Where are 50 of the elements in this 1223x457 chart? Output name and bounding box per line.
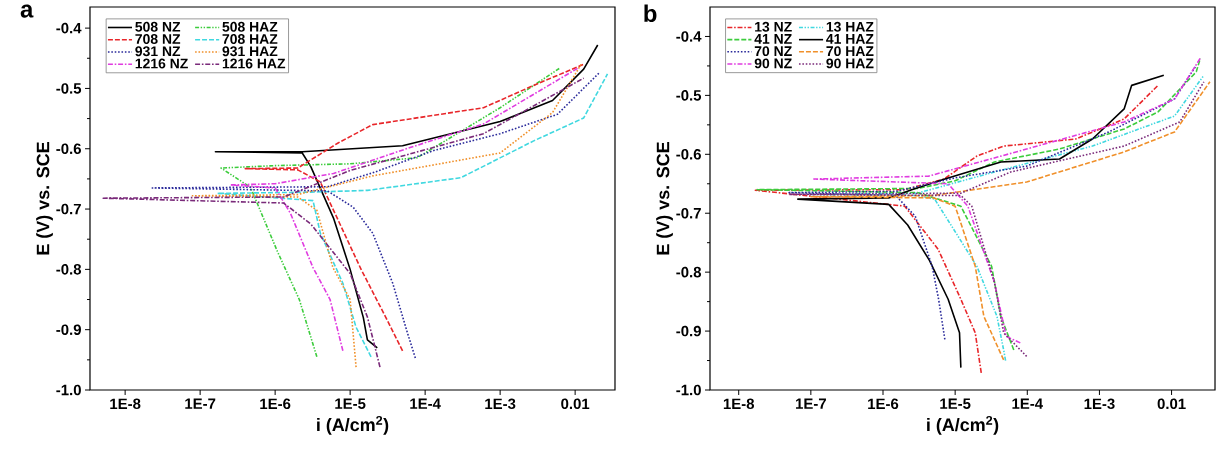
x-tick-label: 1E-3 [1084,398,1115,410]
x-tick-label: 1E-8 [723,398,755,410]
legend-label: 931 NZ [135,46,181,57]
y-axis-title: E (V) vs. SCE [656,142,673,255]
legend-label: 41 NZ [754,34,792,44]
x-tick-label: 1E-5 [335,398,366,409]
y-tick-label: -0.5 [56,83,82,94]
legend-label: 1216 HAZ [222,58,286,69]
y-tick-label: -0.8 [56,264,82,275]
x-tick-label: 1E-5 [940,398,971,409]
legend-label: 708 NZ [135,34,181,44]
chart-title: b [644,4,657,23]
legend-label: 13 HAZ [826,21,874,32]
y-tick-label: -0.9 [676,325,701,337]
legend-label: 508 HAZ [222,21,278,32]
legend-label: 70 HAZ [826,46,874,57]
legend-label: 508 NZ [135,21,181,32]
y-tick-label: -1.0 [56,384,81,396]
y-tick-label: -0.7 [56,203,81,215]
legend-label: 13 NZ [755,21,792,32]
x-tick-label: 1E-4 [1012,398,1043,409]
y-tick-label: -0.7 [676,207,701,219]
legend-label: 90 NZ [754,58,792,69]
x-axis-title: i (A/cm$^{2}$) [927,415,999,435]
legend-label: 90 HAZ [826,58,874,69]
x-tick-label: 1E-6 [868,398,899,410]
legend-label: 41 HAZ [826,34,874,44]
y-tick-label: -0.6 [676,149,701,160]
chart-title: a [20,4,34,18]
y-axis-title: E (V) vs. SCE [36,142,53,255]
x-tick-label: 1E-3 [485,398,516,410]
y-tick-label: -0.4 [56,22,82,34]
y-tick-label: -0.9 [56,324,81,335]
x-tick-label: 0.01 [561,398,590,410]
y-tick-label: -1.0 [676,384,701,396]
y-tick-label: -0.4 [676,31,702,42]
x-tick-label: 0.01 [1157,398,1186,410]
y-tick-label: -0.8 [676,266,702,278]
y-tick-label: -0.6 [56,143,81,155]
x-tick-label: 1E-7 [185,398,216,409]
x-tick-label: 1E-7 [796,398,826,409]
legend-label: 708 HAZ [222,34,278,44]
x-tick-label: 1E-6 [260,398,291,410]
y-tick-label: -0.5 [676,90,702,101]
legend-label: 1216 NZ [135,58,188,69]
legend-label: 931 HAZ [222,46,278,57]
x-tick-label: 1E-4 [410,398,441,409]
x-axis-title: i (A/cm$^{2}$) [317,415,389,435]
legend-label: 70 NZ [754,46,792,57]
x-tick-label: 1E-8 [110,398,141,410]
